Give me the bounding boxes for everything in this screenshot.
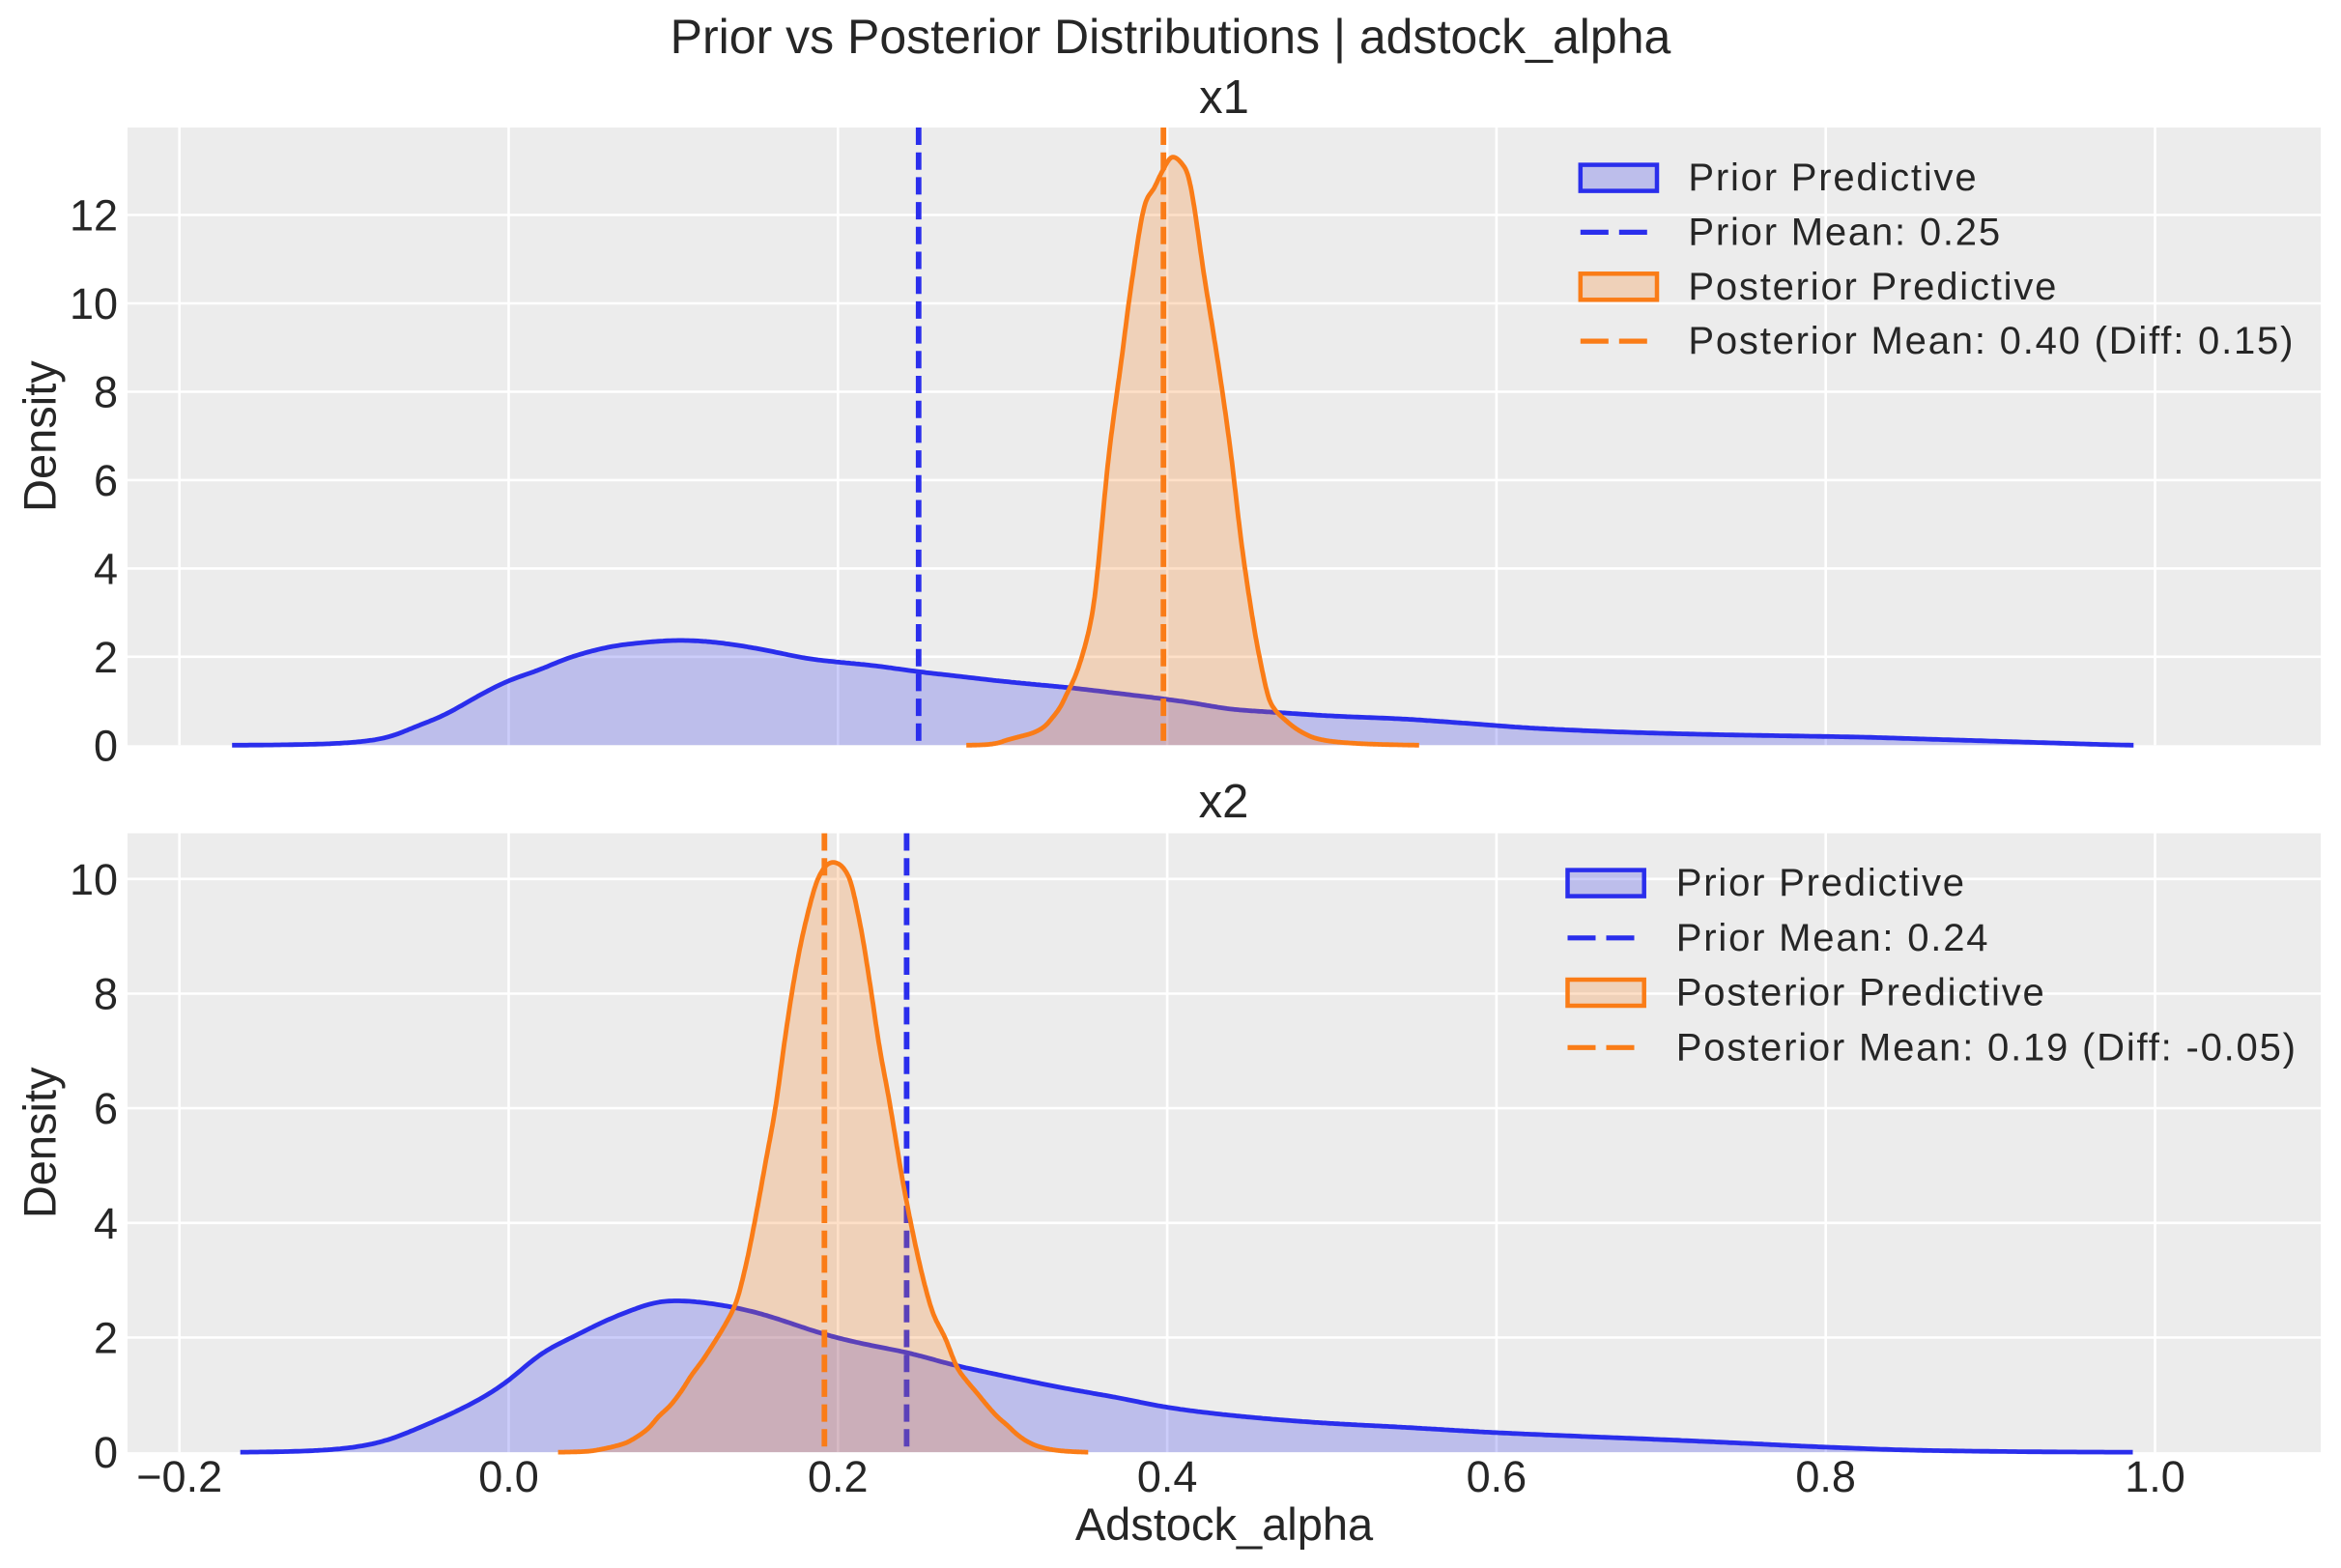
svg-text:0.0: 0.0 <box>478 1452 539 1501</box>
svg-text:−0.2: −0.2 <box>136 1452 222 1501</box>
svg-text:Prior vs Posterior Distributio: Prior vs Posterior Distributions | adsto… <box>671 10 1671 64</box>
svg-text:0: 0 <box>94 1428 118 1477</box>
svg-text:2: 2 <box>94 633 118 682</box>
svg-text:Adstock_alpha: Adstock_alpha <box>1075 1498 1374 1550</box>
svg-text:8: 8 <box>94 368 118 417</box>
svg-text:0.6: 0.6 <box>1467 1452 1527 1501</box>
svg-text:Posterior Mean: 0.19 (Diff: -0: Posterior Mean: 0.19 (Diff: -0.05) <box>1676 1026 2298 1069</box>
svg-text:Prior Mean: 0.24: Prior Mean: 0.24 <box>1676 917 1990 959</box>
svg-text:Posterior Predictive: Posterior Predictive <box>1676 972 2046 1014</box>
svg-text:Density: Density <box>14 1067 66 1218</box>
svg-text:4: 4 <box>94 1199 118 1248</box>
svg-text:4: 4 <box>94 544 118 593</box>
svg-text:x1: x1 <box>1199 71 1249 124</box>
svg-text:0.8: 0.8 <box>1795 1452 1856 1501</box>
svg-text:Posterior Predictive: Posterior Predictive <box>1688 266 2058 308</box>
svg-text:x2: x2 <box>1199 776 1249 828</box>
svg-text:Prior Predictive: Prior Predictive <box>1676 862 1966 904</box>
svg-text:6: 6 <box>94 456 118 505</box>
svg-text:6: 6 <box>94 1084 118 1133</box>
svg-text:1.0: 1.0 <box>2125 1452 2185 1501</box>
svg-text:0.4: 0.4 <box>1137 1452 1198 1501</box>
svg-text:10: 10 <box>70 855 118 904</box>
svg-text:Posterior Mean: 0.40 (Diff: 0.: Posterior Mean: 0.40 (Diff: 0.15) <box>1688 320 2295 362</box>
svg-text:2: 2 <box>94 1313 118 1362</box>
svg-text:10: 10 <box>70 279 118 328</box>
svg-text:Prior Mean: 0.25: Prior Mean: 0.25 <box>1688 211 2002 253</box>
svg-text:8: 8 <box>94 970 118 1019</box>
svg-text:0: 0 <box>94 721 118 770</box>
svg-text:Density: Density <box>14 360 66 512</box>
svg-text:12: 12 <box>70 191 118 241</box>
svg-text:0.2: 0.2 <box>808 1452 869 1501</box>
svg-text:Prior Predictive: Prior Predictive <box>1688 157 1978 199</box>
